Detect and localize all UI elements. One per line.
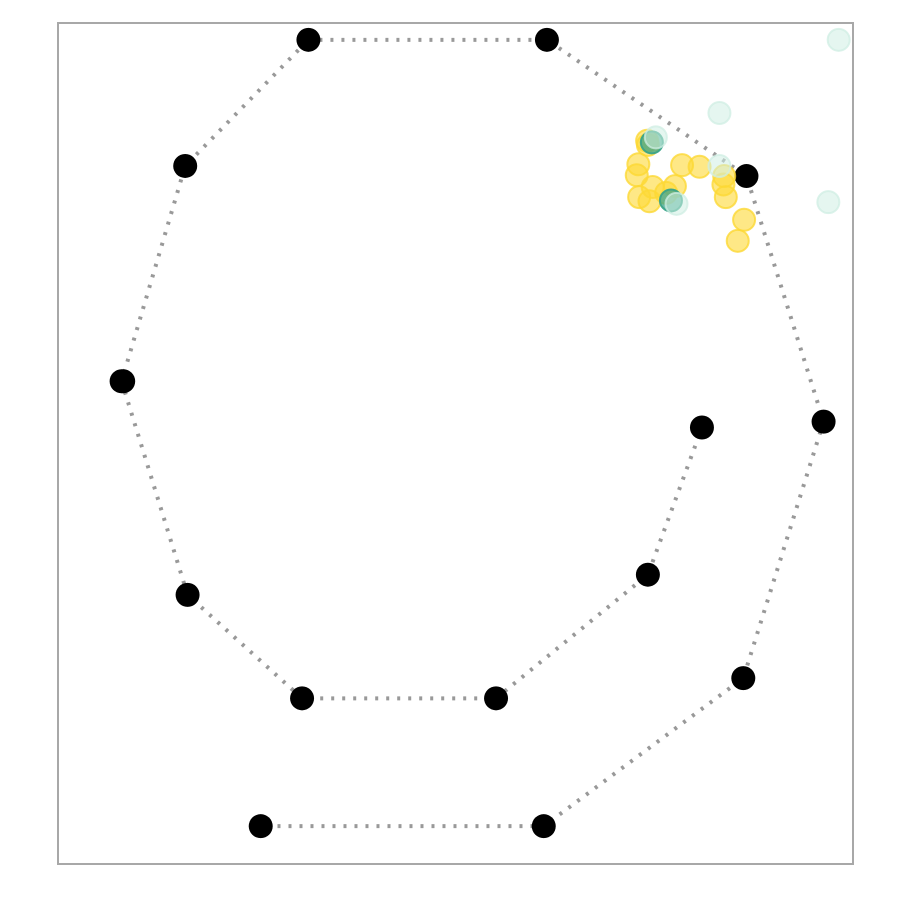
path-marker-point — [296, 27, 321, 52]
path-marker-point — [484, 686, 509, 711]
path-marker-point — [534, 27, 559, 52]
path-marker-point — [734, 164, 759, 189]
series-3-point — [707, 100, 732, 125]
series-3-point — [643, 125, 668, 150]
series-3-point — [664, 191, 689, 216]
dotted-path-segment-1 — [260, 37, 826, 829]
dotted-path-segment-2 — [118, 38, 310, 384]
series-1-point — [725, 228, 750, 253]
path-marker-point — [731, 666, 756, 691]
series-1-point — [687, 154, 712, 179]
path-marker-point — [248, 814, 273, 839]
path-marker-point — [109, 369, 134, 394]
path-marker-point — [173, 153, 198, 178]
path-marker-point — [689, 415, 714, 440]
series-3-point — [826, 27, 851, 52]
series-3-point — [707, 153, 732, 178]
plot-frame — [57, 22, 854, 865]
dotted-path-segment-3 — [119, 380, 704, 701]
series-3-point — [816, 190, 841, 215]
series-1-point — [713, 185, 738, 210]
series-1-point — [732, 207, 757, 232]
path-marker-point — [811, 409, 836, 434]
series-layer — [624, 27, 851, 253]
path-marker-point — [635, 562, 660, 587]
path-marker-point — [290, 686, 315, 711]
path-marker-layer — [109, 27, 836, 839]
path-marker-point — [175, 582, 200, 607]
path-marker-point — [531, 814, 556, 839]
